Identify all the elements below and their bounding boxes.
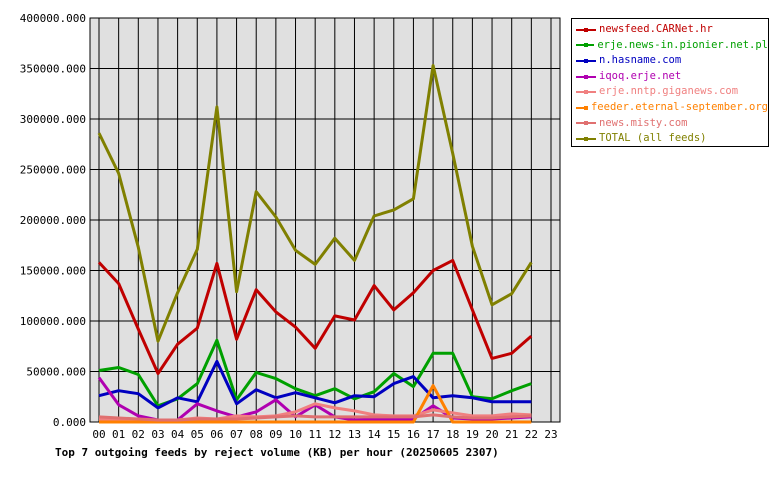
x-tick-label: 03 [151, 428, 164, 441]
legend-swatch [576, 105, 588, 110]
x-tick-label: 11 [309, 428, 322, 441]
legend-label: erje.news-in.pionier.net.pl [597, 38, 768, 51]
legend-entry: erje.nntp.giganews.com [576, 84, 768, 100]
legend-label: newsfeed.CARNet.hr [599, 23, 713, 35]
y-tick-label: 400000.000 [20, 12, 86, 25]
x-tick-label: 13 [348, 428, 361, 441]
x-axis-ticks: 00 01 02 03 04 05 06 07 08 09 10 11 12 13 14 15 16 17 18 19… [92, 428, 557, 441]
legend-entry: TOTAL (all feeds) [576, 131, 768, 147]
x-tick-label: 01 [112, 428, 125, 441]
x-tick-label: 20 [485, 428, 498, 441]
legend-label: n.hasname.com [599, 54, 682, 67]
x-tick-label: 04 [171, 428, 185, 441]
chart-title: Top 7 outgoing feeds by reject volume (K… [55, 446, 499, 459]
legend-swatch [576, 58, 596, 63]
legend-entry: news.misty.com [576, 116, 768, 132]
legend-swatch [576, 90, 596, 95]
legend-swatch [576, 136, 596, 141]
x-tick-label: 05 [191, 428, 204, 441]
legend-entry: n.hasname.com [576, 53, 768, 69]
x-tick-label: 09 [269, 428, 282, 441]
x-tick-label: 07 [230, 428, 243, 441]
legend-swatch [576, 43, 595, 48]
series-line-2 [98, 359, 532, 410]
legend-label: erje.nntp.giganews.com [599, 85, 739, 98]
x-tick-label: 17 [426, 428, 439, 441]
y-tick-label: 50000.000 [26, 366, 86, 379]
x-tick-label: 08 [250, 428, 263, 441]
x-tick-label: 15 [387, 428, 400, 441]
x-tick-label: 12 [328, 428, 341, 441]
x-tick-label: 22 [525, 428, 538, 441]
x-tick-label: 06 [210, 428, 223, 441]
x-tick-label: 16 [407, 428, 420, 441]
legend-label: iqoq.erje.net [599, 69, 682, 82]
x-tick-label: 02 [132, 428, 145, 441]
x-tick-label: 18 [446, 428, 459, 441]
y-tick-label: 250000.000 [20, 164, 86, 177]
y-tick-label: 200000.000 [20, 214, 86, 227]
series-lines [97, 64, 533, 424]
legend-swatch [576, 27, 596, 32]
series-line-5 [99, 384, 532, 424]
x-tick-label: 23 [544, 428, 557, 441]
legend-entry: feeder.eternal-september.org [576, 100, 768, 116]
chart-legend: newsfeed.CARNet.hr erje.news-in.pionier.n… [571, 18, 769, 147]
y-tick-label: 350000.000 [20, 63, 86, 76]
series-line-7 [97, 64, 533, 343]
legend-label: feeder.eternal-september.org [590, 100, 768, 113]
y-axis-ticks: 0.000 50000.000 100000.000 150000.000 200000… [20, 12, 86, 429]
x-tick-label: 10 [289, 428, 302, 441]
legend-label: TOTAL (all feeds) [599, 132, 707, 145]
legend-entry: iqoq.erje.net [576, 69, 768, 85]
y-tick-label: 150000.000 [20, 265, 86, 278]
x-tick-label: 00 [92, 428, 105, 441]
y-tick-label: 300000.000 [20, 113, 86, 126]
y-tick-label: 0.000 [53, 416, 86, 429]
y-tick-label: 100000.000 [20, 315, 86, 328]
legend-entry: newsfeed.CARNet.hr [576, 22, 768, 38]
legend-label: news.misty.com [599, 116, 688, 129]
legend-swatch [576, 121, 596, 126]
legend-swatch [576, 74, 596, 79]
x-tick-label: 21 [505, 428, 518, 441]
series-line-6 [98, 413, 532, 422]
legend-entry: erje.news-in.pionier.net.pl [576, 38, 768, 54]
x-tick-label: 19 [466, 428, 479, 441]
series-line-0 [97, 258, 533, 375]
x-tick-label: 14 [368, 428, 382, 441]
